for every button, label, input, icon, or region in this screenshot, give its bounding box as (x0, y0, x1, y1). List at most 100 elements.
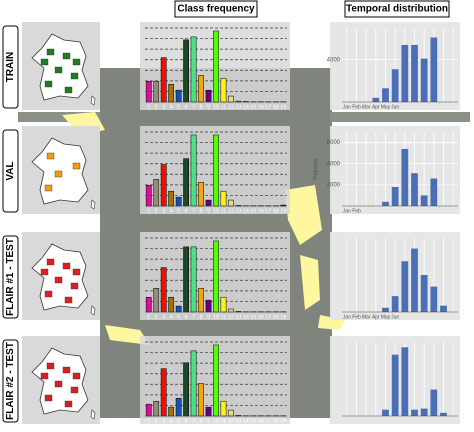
bar (198, 383, 204, 417)
x-tick-label: 19 (280, 208, 286, 214)
x-tick-label: 14 (243, 314, 249, 320)
y-tick-label: 2000 (327, 182, 341, 188)
map-region (46, 48, 55, 56)
map-region (40, 58, 49, 66)
x-tick-label: 17 (265, 208, 271, 214)
map-region (72, 268, 81, 276)
x-tick-label: 14 (243, 104, 249, 110)
x-tick-label: 16 (258, 418, 264, 424)
bar (430, 178, 438, 206)
satellite-strip (18, 112, 100, 122)
x-tick-label: 5 (177, 208, 180, 214)
bar (183, 246, 189, 313)
x-tick-label: 5 (177, 314, 180, 320)
bar (220, 78, 227, 103)
x-tick-label: 17 (265, 104, 271, 110)
x-tick-label: 12 (228, 208, 234, 214)
bar (205, 199, 212, 207)
bar (205, 89, 212, 103)
map-region (54, 380, 63, 388)
x-tick-label: 15 (250, 208, 256, 214)
header-box (174, 0, 258, 18)
bar (175, 196, 182, 207)
x-tick-label: 10 (213, 418, 219, 424)
bar (160, 57, 167, 103)
map-region (44, 80, 53, 88)
x-tick-label: 7 (192, 418, 195, 424)
bar (190, 36, 197, 103)
bar (420, 275, 428, 312)
bar (430, 37, 438, 103)
row-label-box (2, 235, 19, 319)
region-blob (300, 255, 320, 310)
map-region (62, 262, 71, 270)
x-tick-label: 17 (265, 418, 271, 424)
bar (160, 164, 167, 207)
map-region (64, 86, 73, 94)
bar (411, 44, 418, 102)
x-tick-label: 18 (273, 314, 279, 320)
bar (228, 308, 234, 313)
bar (183, 158, 189, 207)
x-tick-label: 17 (265, 314, 271, 320)
corsica (90, 199, 96, 210)
map-region (54, 276, 63, 284)
bar (401, 148, 409, 206)
x-tick-label: 13 (235, 418, 241, 424)
map-region (54, 66, 63, 74)
x-tick-label: 2 (155, 104, 158, 110)
row-label: TRAIN (5, 52, 16, 83)
map-region (62, 52, 71, 60)
bar (153, 288, 160, 313)
bar (430, 286, 438, 312)
x-tick-label: 8 (200, 208, 203, 214)
x-tick-label: 5 (177, 418, 180, 424)
bar (228, 95, 234, 103)
x-tick-label: 5 (177, 104, 180, 110)
corsica (90, 305, 96, 316)
x-tick-label: 1 (147, 314, 150, 320)
map-region (46, 152, 55, 160)
map-region (44, 394, 53, 402)
x-tick-label: Mar (362, 314, 371, 320)
bar (160, 267, 167, 313)
x-tick-label: 2 (155, 314, 158, 320)
map-region (40, 372, 49, 380)
x-tick-label: 10 (213, 208, 219, 214)
bar (401, 347, 409, 416)
bar (411, 409, 418, 416)
x-tick-label: 1 (147, 208, 150, 214)
bar (440, 305, 447, 312)
bar (401, 261, 409, 312)
bar (145, 185, 152, 207)
satellite-strip (330, 112, 470, 122)
bar (220, 190, 227, 207)
region-blob (285, 185, 322, 245)
x-tick-label: 8 (200, 104, 203, 110)
bar (213, 344, 219, 417)
x-tick-label: 16 (258, 314, 264, 320)
bar (382, 201, 389, 206)
bar (153, 400, 160, 417)
x-tick-label: 3 (162, 418, 165, 424)
bar (382, 409, 389, 416)
bar (391, 186, 399, 206)
bar (145, 403, 152, 417)
bar (168, 296, 175, 313)
x-tick-label: Feb (352, 104, 361, 110)
spacer (140, 0, 152, 4)
bar (228, 199, 234, 207)
bar (382, 88, 389, 102)
x-tick-label: Jun (391, 104, 399, 110)
bar (168, 83, 175, 103)
x-tick-label: Mar (362, 104, 371, 110)
bar (213, 30, 219, 103)
bar (205, 299, 212, 313)
x-tick-label: 7 (192, 104, 195, 110)
x-tick-label: 1 (147, 418, 150, 424)
row-label-box (2, 25, 19, 109)
x-tick-label: 4 (170, 418, 173, 424)
bar (198, 182, 204, 207)
x-tick-label: Jan (343, 208, 351, 214)
